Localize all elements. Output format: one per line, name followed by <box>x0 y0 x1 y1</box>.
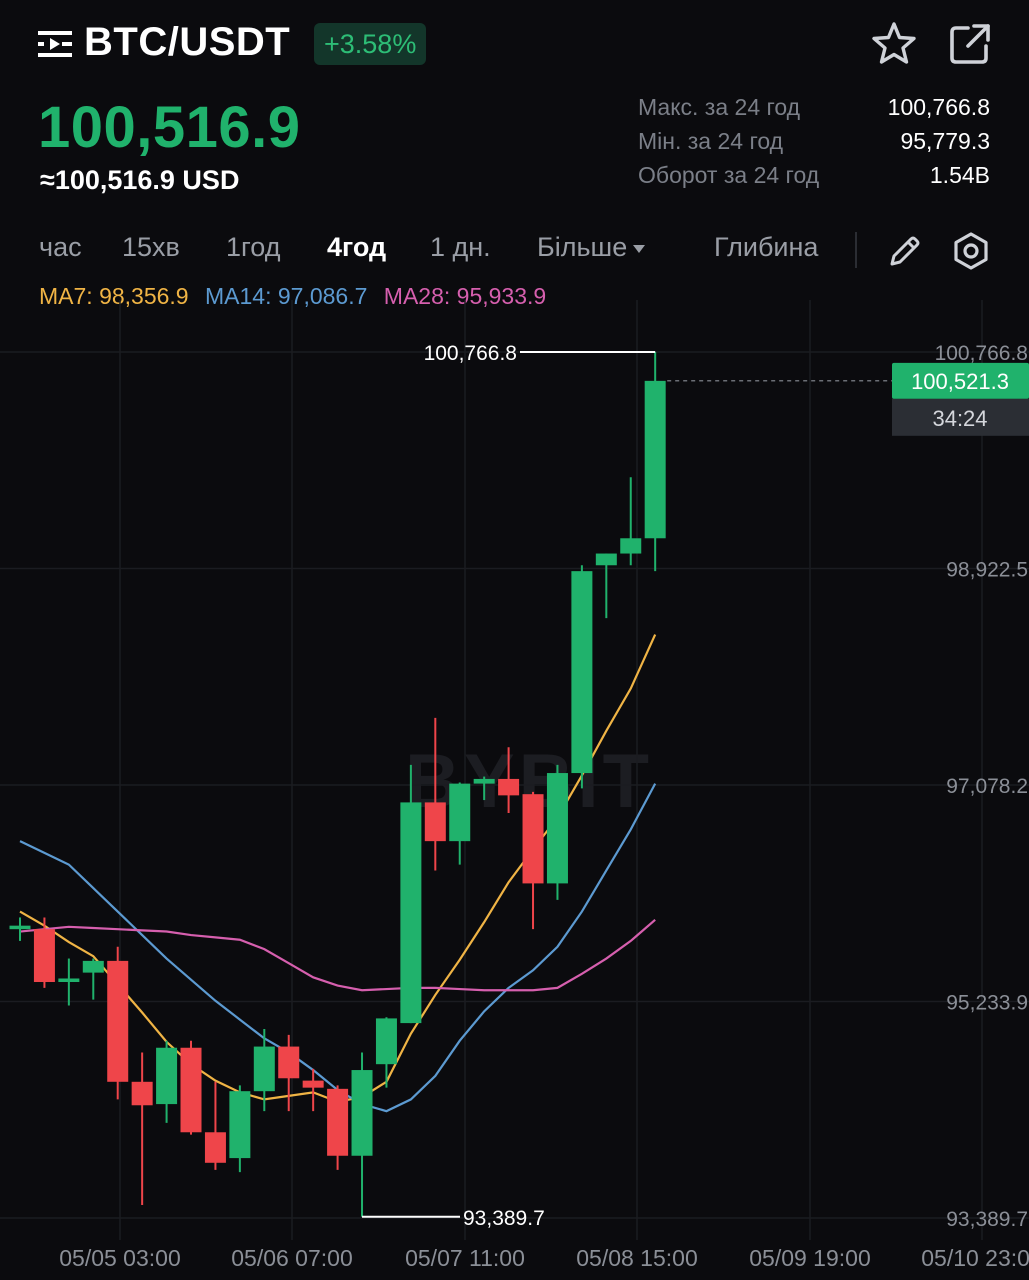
stat-value: 1.54B <box>929 162 990 188</box>
stat-turnover: Оборот за 24 год 1.54B <box>638 162 990 196</box>
last-price: 100,516.9 <box>38 95 301 160</box>
x-tick-label: 05/09 19:00 <box>749 1245 871 1271</box>
y-tick-label: 95,233.9 <box>946 992 1028 1015</box>
candle-body <box>302 1080 324 1088</box>
candle-body <box>107 960 129 1082</box>
candle-body <box>595 553 617 566</box>
stat-high: Макс. за 24 год 100,766.8 <box>638 94 990 128</box>
y-tick-label: 97,078.2 <box>946 775 1028 798</box>
x-tick-label: 05/06 07:00 <box>231 1245 353 1271</box>
x-tick-label: 05/10 23:00 <box>921 1245 1029 1271</box>
ma7-label: MA7: 98,356.9 <box>39 283 189 309</box>
stat-low: Мін. за 24 год 95,779.3 <box>638 128 990 162</box>
candle-body <box>156 1047 178 1105</box>
candle-body <box>180 1047 202 1133</box>
candle-body <box>400 802 422 1024</box>
tab-4h[interactable]: 4год <box>327 232 387 262</box>
x-tick-label: 05/08 15:00 <box>576 1245 698 1271</box>
candle-body <box>327 1088 349 1156</box>
candle-body <box>131 1081 153 1106</box>
countdown-label: 34:24 <box>932 406 987 431</box>
candle-body <box>229 1091 251 1159</box>
star-icon[interactable] <box>870 20 918 68</box>
candle-body <box>571 571 593 774</box>
candle-body <box>9 925 31 930</box>
tab-1h[interactable]: 1год <box>226 232 281 262</box>
candle-body <box>58 978 80 983</box>
candle-body <box>33 929 55 983</box>
ma-line-ma28 <box>19 918 656 992</box>
header: BTC/USDT +3.58% <box>0 0 1029 90</box>
tab-more[interactable]: Більше <box>537 232 646 263</box>
candle-body <box>82 960 104 973</box>
divider <box>855 232 857 268</box>
tab-time[interactable]: час <box>39 232 82 262</box>
pair-title[interactable]: BTC/USDT <box>84 20 291 64</box>
stat-label: Макс. за 24 год <box>638 94 801 120</box>
tab-depth[interactable]: Глибина <box>714 232 819 262</box>
pencil-icon[interactable] <box>884 232 924 272</box>
candle-body <box>473 778 495 784</box>
candle-body <box>351 1070 373 1156</box>
current-price-tag <box>892 362 1029 399</box>
stat-label: Мін. за 24 год <box>638 128 784 154</box>
stat-value: 95,779.3 <box>900 128 990 154</box>
low-marker-label: 93,389.7 <box>463 1207 545 1230</box>
candle-body <box>620 538 642 554</box>
candle-body <box>498 778 520 796</box>
change-badge: +3.58% <box>314 23 427 65</box>
candle-body <box>253 1046 275 1092</box>
y-tick-label: 98,922.5 <box>946 559 1028 582</box>
high-marker-label: 100,766.8 <box>424 342 517 365</box>
candle-body <box>522 794 544 884</box>
x-tick-label: 05/07 11:00 <box>405 1245 525 1271</box>
share-icon[interactable] <box>946 20 994 68</box>
candle-body <box>204 1132 226 1163</box>
stat-label: Оборот за 24 год <box>638 162 820 188</box>
tab-more-label: Більше <box>537 232 628 262</box>
stats-24h: Макс. за 24 год 100,766.8 Мін. за 24 год… <box>638 94 990 196</box>
ma-legend: MA7: 98,356.9 MA14: 97,086.7 MA28: 95,93… <box>39 283 556 310</box>
ma14-label: MA14: 97,086.7 <box>205 283 368 309</box>
chevron-down-icon <box>633 244 646 253</box>
candlestick-chart[interactable]: 100,766.8 98,922.5 97,078.2 95,233.9 93,389.… <box>0 300 1029 1280</box>
candle-body <box>644 380 666 539</box>
y-tick-label: 100,766.8 <box>935 342 1028 365</box>
candle-body <box>278 1046 300 1079</box>
y-tick-label: 93,389.7 <box>946 1208 1028 1231</box>
interval-tabs: час 15хв 1год 4год 1 дн. Більше Глибина <box>0 226 1029 274</box>
candle-body <box>424 802 446 842</box>
candle-body <box>546 773 568 884</box>
stat-value: 100,766.8 <box>887 94 990 120</box>
tab-15m[interactable]: 15хв <box>122 232 180 262</box>
candle-body <box>449 783 471 842</box>
countdown-tag <box>892 398 1029 436</box>
gear-icon[interactable] <box>950 230 992 272</box>
menu-icon[interactable] <box>38 29 72 59</box>
tab-1d[interactable]: 1 дн. <box>430 232 491 262</box>
price-usd: ≈100,516.9 USD <box>40 165 240 195</box>
current-price-label: 100,521.3 <box>911 369 1009 394</box>
x-tick-label: 05/05 03:00 <box>59 1245 181 1271</box>
candle-body <box>375 1018 397 1065</box>
